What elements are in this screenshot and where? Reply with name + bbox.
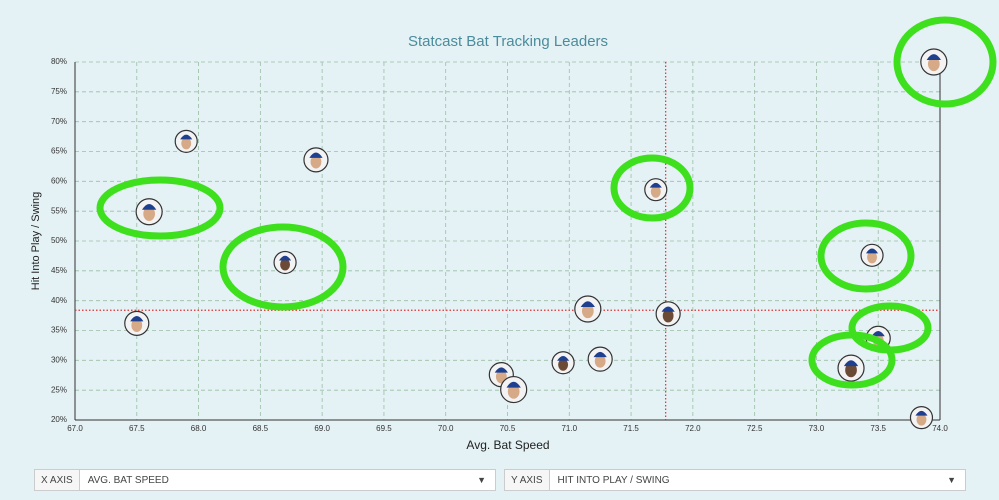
x-tick-label: 72.0 [685,424,701,433]
highlight-marks [96,16,997,389]
x-tick-label: 72.5 [747,424,763,433]
x-tick-label: 69.0 [314,424,330,433]
x-tick-label: 70.5 [500,424,516,433]
player-face [916,413,927,426]
player-cap [871,330,885,337]
player-cap [141,203,157,210]
dropdown-label: Y AXIS [505,470,550,490]
player-cap [506,381,521,388]
x-tick-label: 67.0 [67,424,83,433]
player-cap [557,355,570,361]
y-tick-label: 25% [51,385,67,394]
player-face [558,358,569,371]
player-face [131,318,143,332]
x-tick-label: 70.0 [438,424,454,433]
player-cap [649,182,662,188]
player-face [594,354,606,368]
x-tick-label: 71.5 [623,424,639,433]
x-tick-label: 73.0 [809,424,825,433]
player-face [507,384,520,399]
player-cap [279,255,292,261]
y-tick-label: 45% [51,266,67,275]
x-axis-dropdown[interactable]: X AXIS AVG. BAT SPEED ▼ [34,469,496,491]
x-tick-label: 74.0 [932,424,948,433]
player-face [845,362,857,378]
y-tick-label: 20% [51,415,67,424]
player-face [867,251,877,264]
x-tick-label: 68.5 [253,424,269,433]
player-cap [661,306,675,312]
player-face [495,370,507,384]
x-tick-label: 73.5 [870,424,886,433]
dropdown-value: HIT INTO PLAY / SWING [557,474,670,486]
y-tick-label: 35% [51,326,67,335]
x-axis-title: Avg. Bat Speed [466,438,549,452]
player-face [650,185,661,198]
y-tick-label: 65% [51,147,67,156]
axis-controls: X AXIS AVG. BAT SPEED ▼ Y AXIS HIT INTO … [34,469,966,493]
player-face [181,137,192,150]
y-tick-label: 80% [51,57,67,66]
y-tick-label: 55% [51,206,67,215]
dropdown-arrow: ▼ [947,475,956,485]
dropdown-value: AVG. BAT SPEED [87,474,169,486]
highlight-circle [893,16,997,108]
y-tick-label: 50% [51,236,67,245]
player-cap [915,410,928,416]
dropdown-label: X AXIS [35,470,80,490]
y-tick-label: 75% [51,87,67,96]
player-face [581,303,594,319]
player-cap [494,367,508,373]
y-tick-label: 70% [51,117,67,126]
y-axis-dropdown[interactable]: Y AXIS HIT INTO PLAY / SWING ▼ [504,469,966,491]
highlight-circle [808,331,896,389]
player-face [143,206,155,221]
player-face [280,258,291,271]
highlight-circle [219,223,347,311]
y-axis-title: Hit Into Play / Swing [30,192,42,290]
dropdown-arrow: ▼ [477,475,486,485]
chart: Statcast Bat Tracking Leaders Avg. Bat S… [29,16,997,453]
player-cap [593,351,607,358]
x-tick-label: 71.0 [561,424,577,433]
x-tick-label: 69.5 [376,424,392,433]
player-cap [843,360,859,367]
player-cap [865,248,879,254]
player-face [662,309,674,323]
y-tick-label: 60% [51,176,67,185]
x-tick-label: 67.5 [129,424,145,433]
player-cap [180,134,193,140]
y-tick-label: 30% [51,355,67,364]
highlight-circle [610,154,694,222]
player-face [927,56,940,72]
highlight-circle [96,176,224,240]
player-cap [580,301,595,308]
y-tick-label: 40% [51,296,67,305]
chart-title: Statcast Bat Tracking Leaders [408,33,608,50]
highlight-circle [817,219,915,293]
player-cap [309,152,323,158]
player-face [310,155,322,169]
player-cap [130,316,144,322]
player-cap [926,54,941,60]
x-tick-label: 68.0 [191,424,207,433]
